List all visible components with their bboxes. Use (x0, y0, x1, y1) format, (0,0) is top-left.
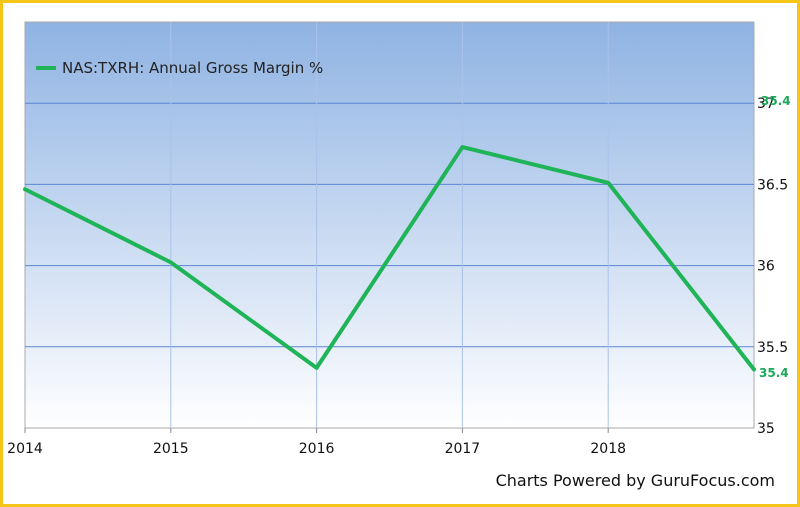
plot-area (24, 21, 755, 429)
legend-label: NAS:TXRH: Annual Gross Margin % (62, 59, 323, 77)
y-tick-label: 37 (757, 96, 775, 112)
series-line (23, 145, 756, 372)
x-tick-label: 2014 (7, 441, 43, 457)
x-tick-label: 2017 (445, 441, 481, 457)
y-tick-label: 35 (757, 421, 775, 437)
line-chart: 2014 2015 2016 2017 2018 35 35.5 36 36.5 37 NAS:… (7, 21, 791, 457)
gridlines (25, 22, 754, 428)
end-labels: 35.4 35.4 (759, 94, 791, 380)
y-tick-label: 36 (757, 259, 775, 275)
x-tick-label: 2018 (590, 441, 626, 457)
series-layer (23, 145, 756, 372)
end-label-value: 35.4 (759, 366, 789, 380)
y-tick-label: 36.5 (757, 177, 788, 193)
x-axis-ticks: 2014 2015 2016 2017 2018 (7, 428, 626, 457)
legend: NAS:TXRH: Annual Gross Margin % (36, 59, 323, 77)
y-tick-label: 35.5 (757, 340, 788, 356)
y-axis-labels: 35 35.5 36 36.5 37 (757, 96, 788, 437)
x-tick-label: 2015 (153, 441, 189, 457)
credit-text: Charts Powered by GuruFocus.com (495, 471, 775, 490)
x-tick-label: 2016 (299, 441, 335, 457)
end-label-top: 35.4 (761, 94, 791, 108)
